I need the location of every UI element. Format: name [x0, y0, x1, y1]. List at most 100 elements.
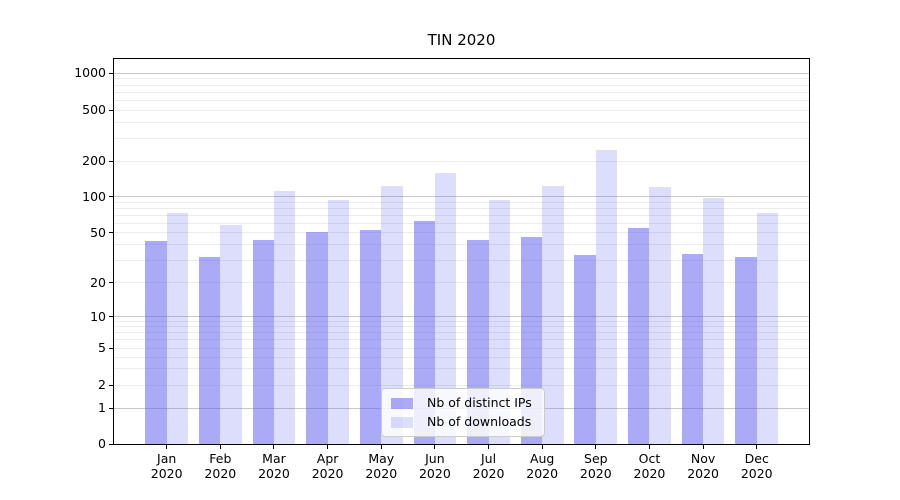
bar-distinct-ips	[359, 229, 382, 444]
y-axis-tick-label: 1	[98, 400, 106, 416]
gridline-minor	[114, 282, 809, 284]
bar-distinct-ips	[198, 257, 221, 444]
gridline-minor	[114, 339, 809, 341]
x-axis-tick-label: Feb 2020	[204, 451, 237, 481]
gridline-minor	[114, 347, 809, 349]
gridline-minor	[114, 321, 809, 322]
y-axis-tick	[109, 160, 113, 162]
x-axis-tick	[702, 445, 704, 449]
gridline-minor	[114, 121, 809, 123]
gridline-minor	[114, 207, 809, 209]
legend-swatch-distinct-ips	[391, 397, 413, 409]
gridline-minor	[114, 91, 809, 93]
x-axis-tick	[380, 445, 382, 449]
y-axis-tick-label: 10	[90, 308, 106, 324]
y-axis-tick	[109, 282, 113, 284]
x-axis-tick	[756, 445, 758, 449]
y-axis-tick-label: 100	[82, 188, 106, 204]
x-axis-tick-label: Aug 2020	[526, 451, 559, 481]
bar-downloads	[703, 198, 725, 444]
x-axis-tick	[327, 445, 329, 449]
legend-label-downloads: Nb of downloads	[427, 414, 532, 429]
gridline-minor	[114, 326, 809, 328]
bar-downloads	[166, 213, 189, 444]
bar-downloads	[273, 190, 296, 444]
gridline-minor	[114, 78, 809, 80]
bar-distinct-ips	[145, 240, 167, 444]
bar-downloads	[220, 224, 242, 444]
gridline-minor	[114, 332, 809, 334]
gridline-minor	[114, 84, 809, 86]
x-axis-tick	[166, 445, 168, 449]
gridline-minor	[114, 160, 809, 162]
bar-downloads	[488, 200, 510, 444]
x-axis-tick-label: Jan 2020	[150, 451, 183, 481]
bar-distinct-ips	[574, 255, 596, 444]
bar-downloads	[327, 199, 349, 444]
x-axis-tick	[648, 445, 650, 449]
gridline-minor	[114, 137, 809, 139]
bar-downloads	[434, 173, 457, 444]
bar-downloads	[542, 186, 564, 444]
x-axis-tick-label: Apr 2020	[311, 451, 344, 481]
bar-distinct-ips	[306, 231, 328, 444]
y-axis-tick	[109, 384, 113, 386]
gridline-minor	[114, 99, 809, 101]
gridline-minor	[114, 356, 809, 358]
bar-distinct-ips	[628, 227, 650, 444]
chart-title: TIN 2020	[427, 31, 496, 49]
x-axis-tick-label: Mar 2020	[258, 451, 290, 481]
legend: Nb of distinct IPs Nb of downloads	[381, 388, 545, 437]
gridline-major	[114, 316, 809, 318]
gridline-minor	[114, 368, 809, 370]
x-axis-tick-label: May 2020	[365, 451, 398, 481]
y-axis-tick	[109, 316, 113, 318]
y-axis-tick-label: 500	[82, 102, 106, 117]
y-axis-tick-label: 2	[98, 377, 106, 392]
y-axis-tick-label: 200	[82, 153, 106, 168]
y-axis-tick	[109, 72, 113, 74]
gridline-minor	[114, 201, 809, 203]
x-axis-tick	[273, 445, 275, 449]
legend-item-downloads: Nb of downloads	[391, 415, 532, 429]
gridline-minor	[114, 214, 809, 216]
y-axis-tick-label: 50	[90, 224, 106, 240]
bar-downloads	[649, 186, 671, 444]
y-axis-tick	[109, 443, 113, 445]
y-axis-tick-label: 20	[90, 274, 106, 290]
y-axis-tick	[109, 232, 113, 234]
gridline-minor	[114, 384, 809, 386]
y-axis-tick	[109, 407, 113, 409]
y-axis-tick	[109, 347, 113, 349]
gridline-minor	[114, 244, 809, 246]
gridline-major	[114, 72, 809, 74]
x-axis-tick-label: Oct 2020	[633, 451, 666, 481]
x-axis-tick-label: Sep 2020	[579, 451, 612, 481]
y-axis-tick	[109, 196, 113, 198]
x-axis-tick	[488, 445, 490, 449]
x-axis-tick	[434, 445, 436, 449]
x-axis-tick-label: Jun 2020	[418, 451, 451, 481]
x-axis-tick	[595, 445, 597, 449]
gridline-minor	[114, 222, 809, 224]
x-axis-tick-label: Dec 2020	[740, 451, 773, 481]
bar-downloads	[756, 213, 779, 444]
x-axis-tick-label: Jul 2020	[472, 451, 505, 481]
plot-area: Nb of distinct IPs Nb of downloads	[113, 58, 810, 445]
x-axis-tick	[541, 445, 543, 449]
legend-swatch-downloads	[391, 416, 413, 428]
legend-label-distinct-ips: Nb of distinct IPs	[427, 395, 532, 410]
y-axis-tick-label: 0	[98, 436, 106, 451]
y-axis-tick	[109, 109, 113, 111]
bar-downloads	[381, 186, 403, 444]
bar-distinct-ips	[735, 257, 757, 444]
gridline-minor	[114, 109, 809, 111]
y-axis-tick-label: 5	[98, 340, 106, 356]
gridline-minor	[114, 260, 809, 262]
bar-distinct-ips	[252, 239, 274, 444]
gridline-major	[114, 196, 809, 198]
bar-downloads	[595, 149, 618, 444]
bar-distinct-ips	[681, 253, 704, 444]
legend-item-distinct-ips: Nb of distinct IPs	[391, 396, 532, 410]
